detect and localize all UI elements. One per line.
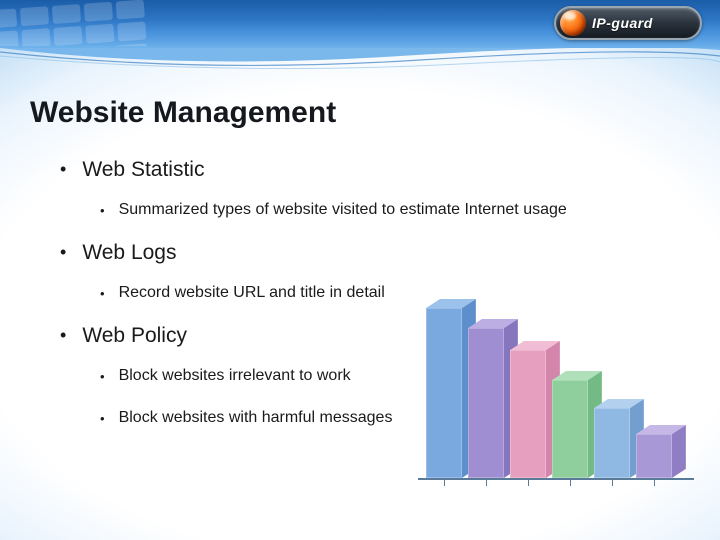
chart-bar — [468, 328, 504, 478]
brand-orb-icon — [560, 10, 586, 36]
keyboard-ghost-graphic — [0, 0, 243, 48]
chart-tick — [444, 480, 445, 486]
chart-tick — [612, 480, 613, 486]
bullet-level1: • Web Statistic — [60, 158, 620, 182]
chart-tick — [486, 480, 487, 486]
brand-logo: IP-guard — [554, 6, 702, 40]
bullet-text: Block websites with harmful messages — [119, 406, 393, 431]
chart-bar — [552, 380, 588, 478]
bullet-dot-icon: • — [100, 287, 105, 300]
bullet-dot-icon: • — [100, 370, 105, 383]
bullet-level1: • Web Logs — [60, 241, 620, 265]
section-heading: Web Policy — [82, 324, 187, 348]
brand-name: IP-guard — [592, 15, 653, 31]
section-heading: Web Statistic — [82, 158, 204, 182]
bullet-dot-icon: • — [60, 160, 66, 178]
chart-tick — [654, 480, 655, 486]
bullet-text: Summarized types of website visited to e… — [119, 198, 567, 223]
chart-bar — [594, 408, 630, 478]
chart-tick — [528, 480, 529, 486]
bullet-level2: • Summarized types of website visited to… — [100, 198, 620, 223]
chart-bar — [426, 308, 462, 478]
slide: IP-guard Website Management • Web Statis… — [0, 0, 720, 540]
section-heading: Web Logs — [82, 241, 176, 265]
bullet-dot-icon: • — [100, 412, 105, 425]
chart-bar — [510, 350, 546, 478]
bullet-dot-icon: • — [60, 243, 66, 261]
chart-bar — [636, 434, 672, 478]
bullet-dot-icon: • — [60, 326, 66, 344]
section-web-statistic: • Web Statistic • Summarized types of we… — [60, 158, 620, 223]
header-bar: IP-guard — [0, 0, 720, 48]
bullet-dot-icon: • — [100, 204, 105, 217]
bullet-text: Block websites irrelevant to work — [119, 364, 351, 389]
bullet-text: Record website URL and title in detail — [119, 281, 385, 306]
chart-tick — [570, 480, 571, 486]
chart-baseline — [418, 478, 694, 480]
bar-chart-3d — [426, 296, 686, 486]
page-title: Website Management — [30, 96, 336, 130]
header-swoosh — [0, 46, 720, 76]
